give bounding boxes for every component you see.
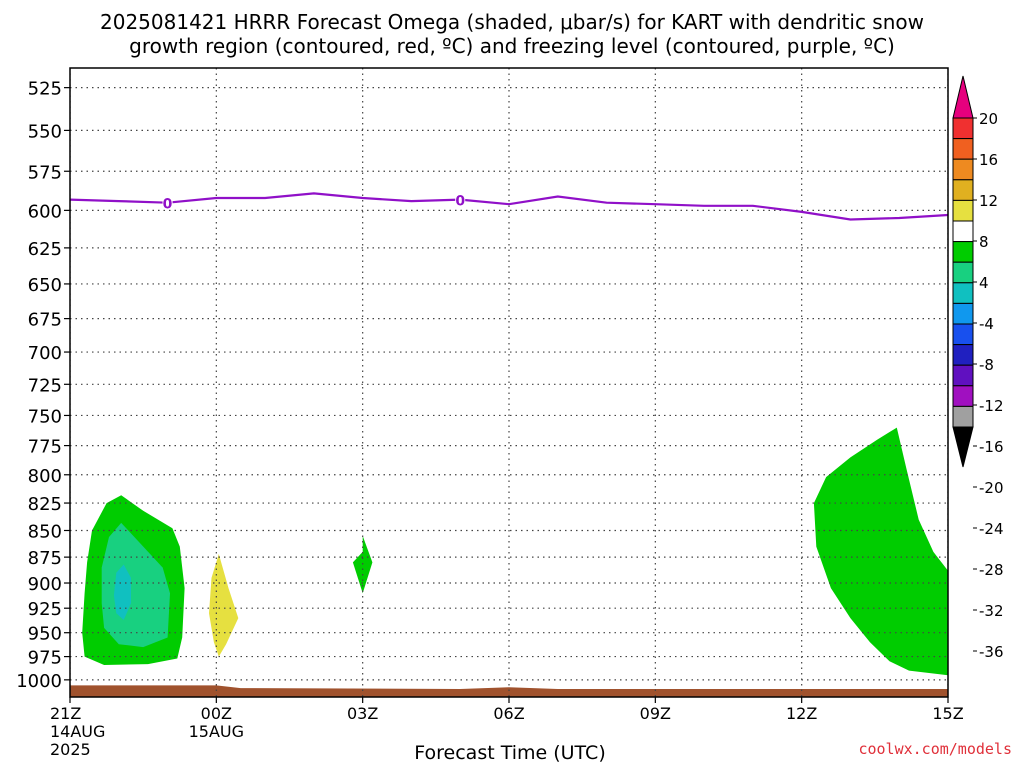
colorbar-box-0	[952, 117, 974, 140]
y-tick-label-750: 750	[28, 406, 62, 427]
y-tick-label-525: 525	[28, 79, 62, 100]
y-tick-label-575: 575	[28, 162, 62, 183]
omega-region-2	[113, 564, 131, 620]
y-tick-label-825: 825	[28, 494, 62, 515]
x-axis-label: Forecast Time (UTC)	[414, 742, 606, 764]
x-tick-label-0-1: 14AUG	[50, 722, 105, 741]
y-tick-label-950: 950	[28, 624, 62, 645]
terrain-fill	[70, 685, 948, 697]
colorbar-box-9	[952, 302, 974, 325]
colorbar-label-11: -28	[979, 561, 1004, 579]
x-tick-label-15-0: 12Z	[786, 704, 817, 723]
colorbar-label-7: -12	[979, 397, 1004, 415]
colorbar-label-6: -8	[979, 356, 994, 374]
colorbar-box-2	[952, 158, 974, 181]
y-tick-label-1000: 1000	[16, 671, 62, 692]
chart-title-line-1: 2025081421 HRRR Forecast Omega (shaded, …	[100, 10, 924, 34]
colorbar-label-8: -16	[979, 438, 1004, 456]
colorbar-label-1: 16	[979, 151, 998, 169]
freezing-level-line	[70, 192, 948, 221]
colorbar-top-arrow	[952, 75, 974, 119]
colorbar-box-13	[952, 385, 974, 407]
x-tick-label-9-0: 06Z	[493, 704, 524, 723]
y-tick-label-925: 925	[28, 599, 62, 620]
colorbar-label-10: -24	[979, 520, 1004, 538]
colorbar-label-2: 12	[979, 192, 998, 210]
freezing-level-label-1: 0	[455, 194, 465, 210]
colorbar-box-14	[952, 405, 974, 428]
colorbar-label-3: 8	[979, 233, 989, 251]
y-tick-label-675: 675	[28, 310, 62, 331]
x-tick-label-18-0: 15Z	[932, 704, 963, 723]
y-tick-label-875: 875	[28, 548, 62, 569]
colorbar-label-4: 4	[979, 274, 989, 292]
freezing-label-bg-0	[162, 195, 173, 210]
x-tick-label-0-2: 2025	[50, 740, 91, 759]
colorbar-box-7	[952, 261, 974, 284]
colorbar-box-4	[952, 199, 974, 222]
credit-text: coolwx.com/models	[858, 740, 1012, 758]
y-tick-label-975: 975	[28, 648, 62, 669]
y-tick-label-800: 800	[28, 466, 62, 487]
colorbar-label-5: -4	[979, 315, 994, 333]
y-tick-label-850: 850	[28, 521, 62, 542]
colorbar-box-10	[952, 323, 974, 346]
omega-region-1	[101, 522, 170, 648]
freezing-level-label-0: 0	[163, 197, 173, 213]
colorbar-box-1	[952, 138, 974, 160]
colorbar-label-9: -20	[979, 479, 1004, 497]
colorbar-bottom-arrow	[952, 426, 974, 468]
y-tick-label-600: 600	[28, 201, 62, 222]
freezing-label-bg-1	[455, 192, 466, 207]
colorbar-label-0: 20	[979, 110, 998, 128]
x-tick-label-12-0: 09Z	[640, 704, 671, 723]
colorbar-label-12: -32	[979, 602, 1004, 620]
colorbar-box-6	[952, 241, 974, 263]
y-tick-label-650: 650	[28, 275, 62, 296]
x-tick-label-3-1: 15AUG	[189, 722, 244, 741]
x-tick-label-3-0: 00Z	[201, 704, 232, 723]
x-tick-label-6-0: 03Z	[347, 704, 378, 723]
colorbar-label-13: -36	[979, 643, 1004, 661]
colorbar-box-3	[952, 179, 974, 201]
y-tick-label-900: 900	[28, 574, 62, 595]
colorbar-box-5	[952, 220, 974, 243]
y-tick-label-625: 625	[28, 239, 62, 260]
omega-region-3	[209, 554, 239, 657]
x-tick-label-0-0: 21Z	[50, 704, 81, 723]
chart-title-line-2: growth region (contoured, red, ºC) and f…	[129, 34, 895, 58]
colorbar-box-12	[952, 364, 974, 387]
colorbar-box-8	[952, 282, 974, 304]
omega-region-5	[813, 427, 948, 676]
y-tick-label-775: 775	[28, 437, 62, 458]
y-tick-label-700: 700	[28, 343, 62, 364]
y-tick-label-725: 725	[28, 375, 62, 396]
colorbar-box-11	[952, 344, 974, 366]
y-tick-label-550: 550	[28, 121, 62, 142]
omega-region-4	[352, 535, 373, 594]
